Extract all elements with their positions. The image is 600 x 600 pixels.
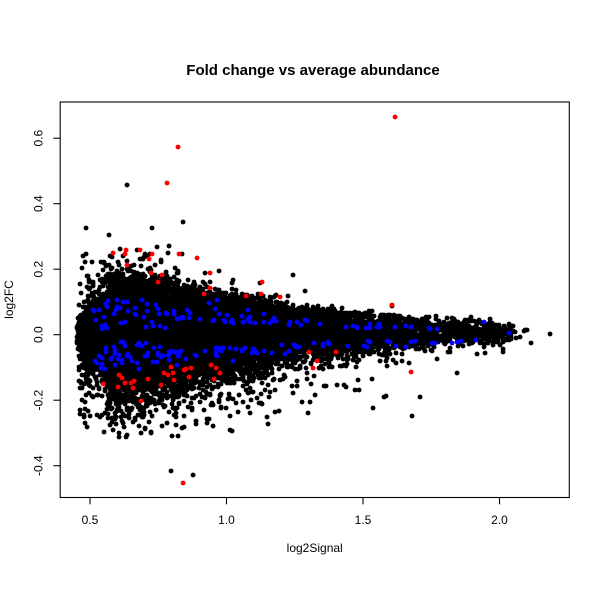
svg-text:1.0: 1.0 bbox=[218, 513, 235, 527]
svg-text:log2Signal: log2Signal bbox=[287, 541, 343, 555]
svg-text:0.0: 0.0 bbox=[32, 326, 46, 343]
svg-text:0.4: 0.4 bbox=[32, 195, 46, 212]
svg-text:2.0: 2.0 bbox=[491, 513, 508, 527]
svg-text:0.6: 0.6 bbox=[32, 130, 46, 147]
svg-text:Fold change vs average abundan: Fold change vs average abundance bbox=[186, 62, 439, 79]
svg-text:log2FC: log2FC bbox=[2, 280, 16, 319]
svg-text:0.5: 0.5 bbox=[82, 513, 99, 527]
svg-text:0.2: 0.2 bbox=[32, 261, 46, 278]
svg-text:-0.2: -0.2 bbox=[32, 390, 46, 411]
svg-text:1.5: 1.5 bbox=[355, 513, 372, 527]
svg-text:-0.4: -0.4 bbox=[32, 455, 46, 476]
